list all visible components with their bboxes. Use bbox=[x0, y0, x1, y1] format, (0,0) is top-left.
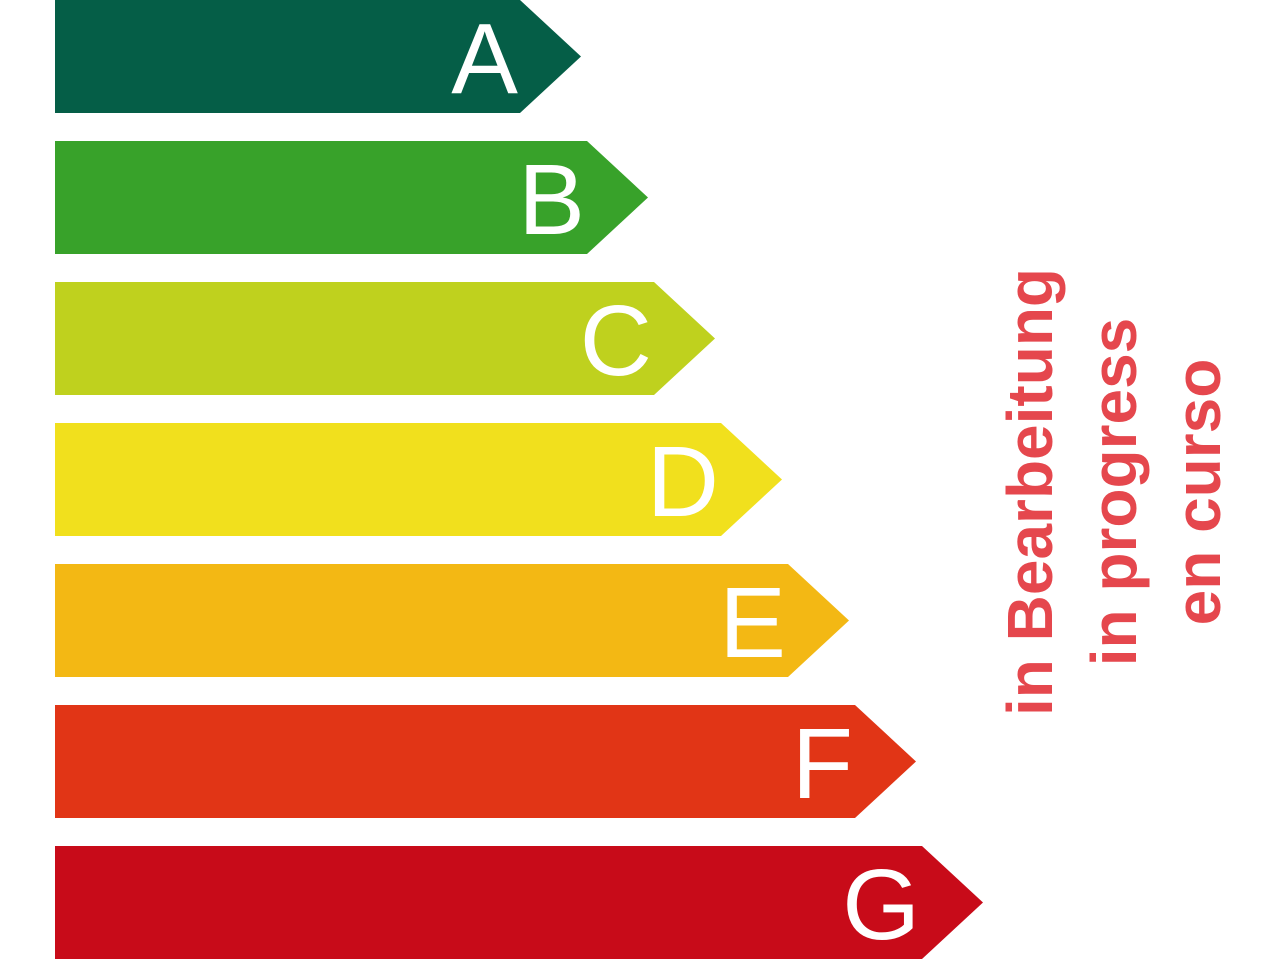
class-arrow-f: F bbox=[55, 705, 916, 820]
class-arrow-shape bbox=[55, 564, 849, 677]
status-text-line: in Bearbeitung bbox=[994, 268, 1066, 716]
class-arrow-b: B bbox=[55, 141, 648, 256]
class-letter: B bbox=[518, 144, 585, 256]
class-arrow-shape bbox=[55, 705, 916, 818]
class-letter: D bbox=[647, 426, 719, 538]
class-arrow-a: A bbox=[55, 0, 581, 115]
class-arrow-g: G bbox=[55, 846, 983, 960]
class-arrow-c: C bbox=[55, 282, 715, 397]
class-letter: G bbox=[842, 849, 920, 960]
class-arrow-d: D bbox=[55, 423, 782, 538]
status-text-line: in progress bbox=[1078, 318, 1150, 667]
status-text-line: en curso bbox=[1162, 359, 1234, 626]
class-letter: E bbox=[719, 567, 786, 679]
class-letter: A bbox=[451, 3, 518, 115]
class-letter: F bbox=[792, 708, 853, 820]
class-arrow-e: E bbox=[55, 564, 849, 679]
class-arrow-shape bbox=[55, 282, 715, 395]
class-arrow-shape bbox=[55, 423, 782, 536]
class-arrow-shape bbox=[55, 846, 983, 959]
class-arrow-shape bbox=[55, 141, 648, 254]
class-letter: C bbox=[580, 285, 652, 397]
class-arrow-shape bbox=[55, 0, 581, 113]
